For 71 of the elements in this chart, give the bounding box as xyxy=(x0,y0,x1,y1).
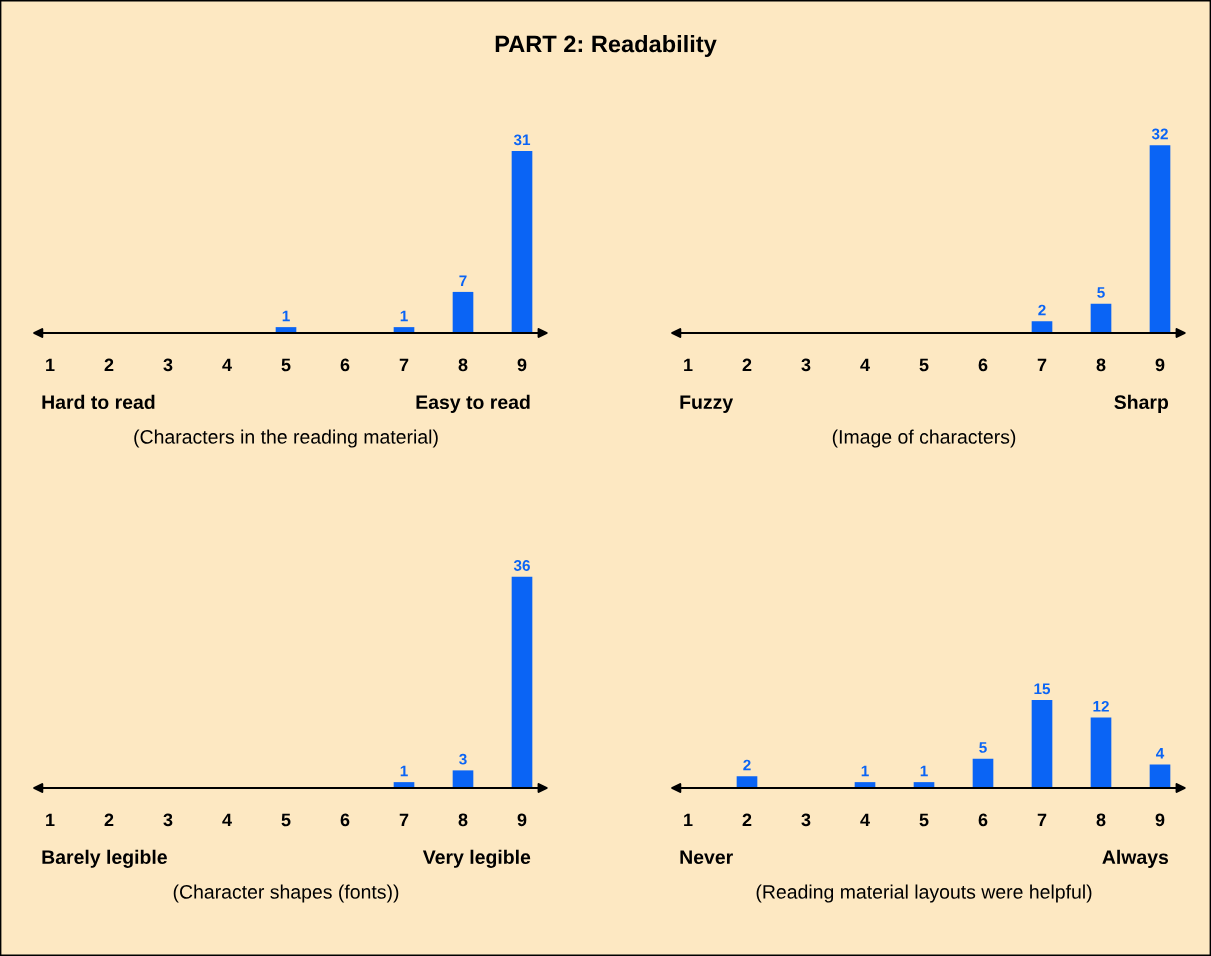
x-tick-label: 3 xyxy=(163,813,173,827)
data-label: 7 xyxy=(459,275,467,286)
data-label: 5 xyxy=(979,742,987,753)
text: Always xyxy=(1102,849,1169,868)
x-tick-label: 5 xyxy=(919,358,929,372)
data-label: 1 xyxy=(861,765,869,777)
x-tick-label: 4 xyxy=(860,358,870,372)
x-axis-title: (Characters in the reading material) xyxy=(134,429,438,448)
x-tick-label: 8 xyxy=(458,813,468,827)
data-label: 4 xyxy=(1155,748,1165,759)
text: PART 2: Readability xyxy=(495,35,717,57)
bar xyxy=(1090,717,1112,788)
x-tick-label: 6 xyxy=(340,358,350,372)
x-tick-label: 9 xyxy=(517,358,527,372)
x-tick-label: 5 xyxy=(281,358,291,372)
x-tick-label: 9 xyxy=(1155,358,1165,372)
x-tick-label: 7 xyxy=(1037,813,1047,827)
data-label: 2 xyxy=(1038,304,1046,316)
x-tick-label: 8 xyxy=(1096,813,1106,827)
x-tick-label: 3 xyxy=(163,358,173,372)
data-label: 1 xyxy=(400,310,408,322)
x-tick-label: 9 xyxy=(1155,813,1165,827)
data-label: 1 xyxy=(400,765,408,777)
x-tick-label: 2 xyxy=(742,813,752,827)
data-label: 3 xyxy=(459,753,467,765)
data-label: 36 xyxy=(513,560,530,571)
x-tick-label: 7 xyxy=(1037,358,1047,372)
text: Very legible xyxy=(422,849,531,868)
x-tick-label: 2 xyxy=(104,813,114,827)
data-label: 32 xyxy=(1151,128,1168,140)
text: Never xyxy=(680,850,733,865)
bar xyxy=(1031,699,1053,788)
data-label: 15 xyxy=(1034,683,1051,695)
text: Easy to read xyxy=(416,394,530,413)
x-axis-title: (Image of characters) xyxy=(832,429,1016,448)
x-tick-label: 2 xyxy=(742,358,752,372)
data-label: 1 xyxy=(920,765,928,777)
x-tick-label: 2 xyxy=(104,358,114,372)
data-label: 12 xyxy=(1093,700,1109,712)
x-tick-label: 3 xyxy=(801,813,811,827)
x-axis-title: (Character shapes (fonts)) xyxy=(173,884,399,903)
x-tick-label: 8 xyxy=(458,358,468,372)
data-label: 5 xyxy=(1097,287,1105,298)
x-tick-label: 1 xyxy=(684,358,693,372)
text: Barely legible xyxy=(42,849,167,868)
x-tick-label: 3 xyxy=(801,358,811,372)
x-tick-label: 1 xyxy=(46,358,55,372)
bar xyxy=(972,758,994,788)
x-tick-label: 7 xyxy=(399,358,409,372)
x-tick-label: 4 xyxy=(222,813,232,827)
x-tick-label: 7 xyxy=(399,813,409,827)
x-tick-label: 5 xyxy=(281,813,291,827)
text: Hard to read xyxy=(42,394,155,410)
x-axis-title: (Reading material layouts were helpful) xyxy=(756,884,1092,903)
x-tick-label: 6 xyxy=(340,813,350,827)
x-tick-label: 9 xyxy=(517,813,527,827)
text: Sharp xyxy=(1114,394,1169,413)
x-tick-label: 4 xyxy=(222,358,232,372)
x-tick-label: 6 xyxy=(978,813,988,827)
bar xyxy=(736,776,758,788)
x-tick-label: 5 xyxy=(919,813,929,827)
text: Fuzzy xyxy=(680,395,734,413)
data-label: 1 xyxy=(282,310,290,322)
x-tick-label: 1 xyxy=(46,813,55,827)
x-tick-label: 6 xyxy=(978,358,988,372)
data-label: 31 xyxy=(513,134,531,146)
data-label: 2 xyxy=(743,759,751,771)
bar xyxy=(1149,764,1171,788)
x-tick-label: 1 xyxy=(684,813,693,827)
x-tick-label: 4 xyxy=(860,813,870,827)
x-tick-label: 8 xyxy=(1096,358,1106,372)
